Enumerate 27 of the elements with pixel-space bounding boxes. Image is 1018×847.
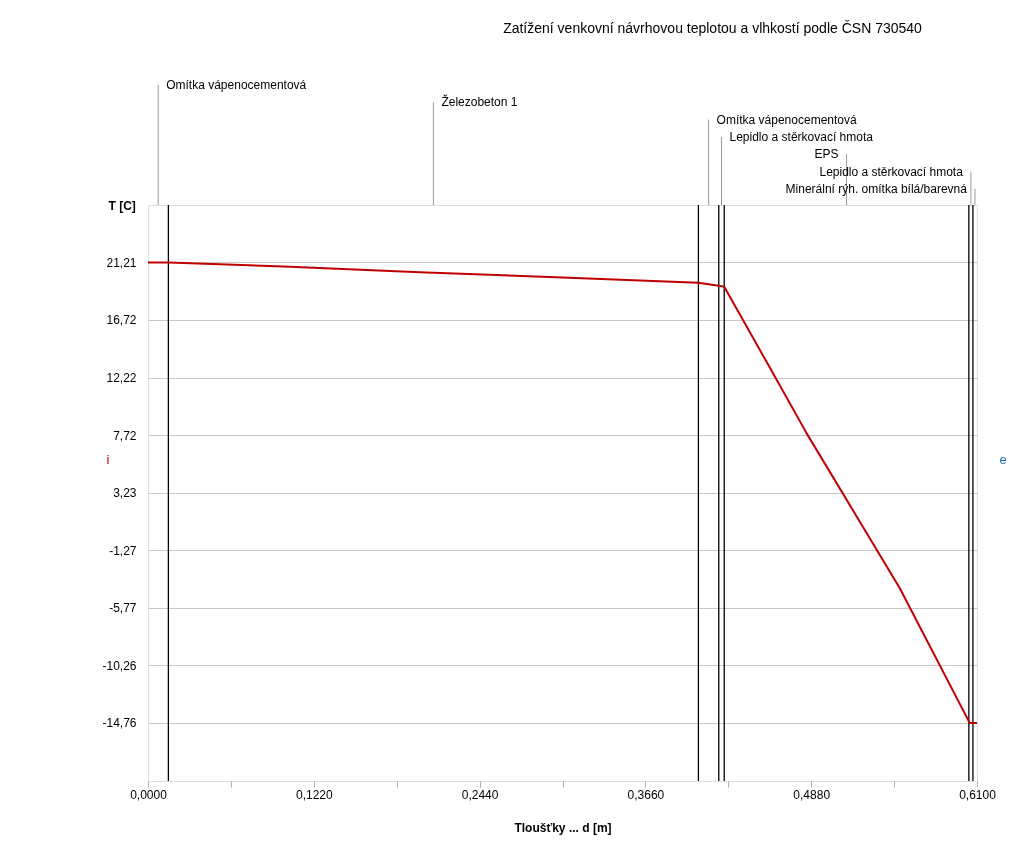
text: Omítka vápenocementová [166,78,307,92]
text: Omítka vápenocementová [716,112,857,127]
y-tick-label: 7,72 [113,428,137,443]
text: e [999,452,1007,468]
y-tick-label: 12,22 [106,371,137,386]
y-tick-label: -10,26 [102,658,137,673]
x-tick-label: 0,0000 [130,787,168,802]
x-tick-label: 0,6100 [959,787,997,802]
y-tick-label: 21,21 [106,255,137,270]
x-tick-label: 0,3660 [627,787,665,802]
x-tick-label: 0,4880 [793,787,831,802]
text: Lepidlo a stěrkovací hmota [729,129,874,144]
text: Lepidlo a stěrkovací hmota [819,164,964,179]
y-axis-title: T [C] [108,198,136,213]
y-tick-label: -14,76 [102,716,137,731]
x-tick-label: 0,2440 [461,787,499,802]
text: i [106,452,110,468]
text: Železobeton 1 [441,94,518,110]
text: EPS [814,147,839,162]
y-tick-label: -5,77 [109,601,137,616]
chart-title: Zatížení venkovní návrhovou teplotou a vlhkostí podle ČSN 730540 [503,20,923,36]
text: Minerální rýh. omítka bílá/barevná [785,181,968,196]
x-axis-title: Tloušťky ... d [m] [514,820,612,835]
y-tick-label: 3,23 [113,486,137,501]
y-tick-label: -1,27 [109,543,137,558]
x-tick-label: 0,1220 [295,787,333,802]
y-tick-label: 16,72 [106,313,137,328]
